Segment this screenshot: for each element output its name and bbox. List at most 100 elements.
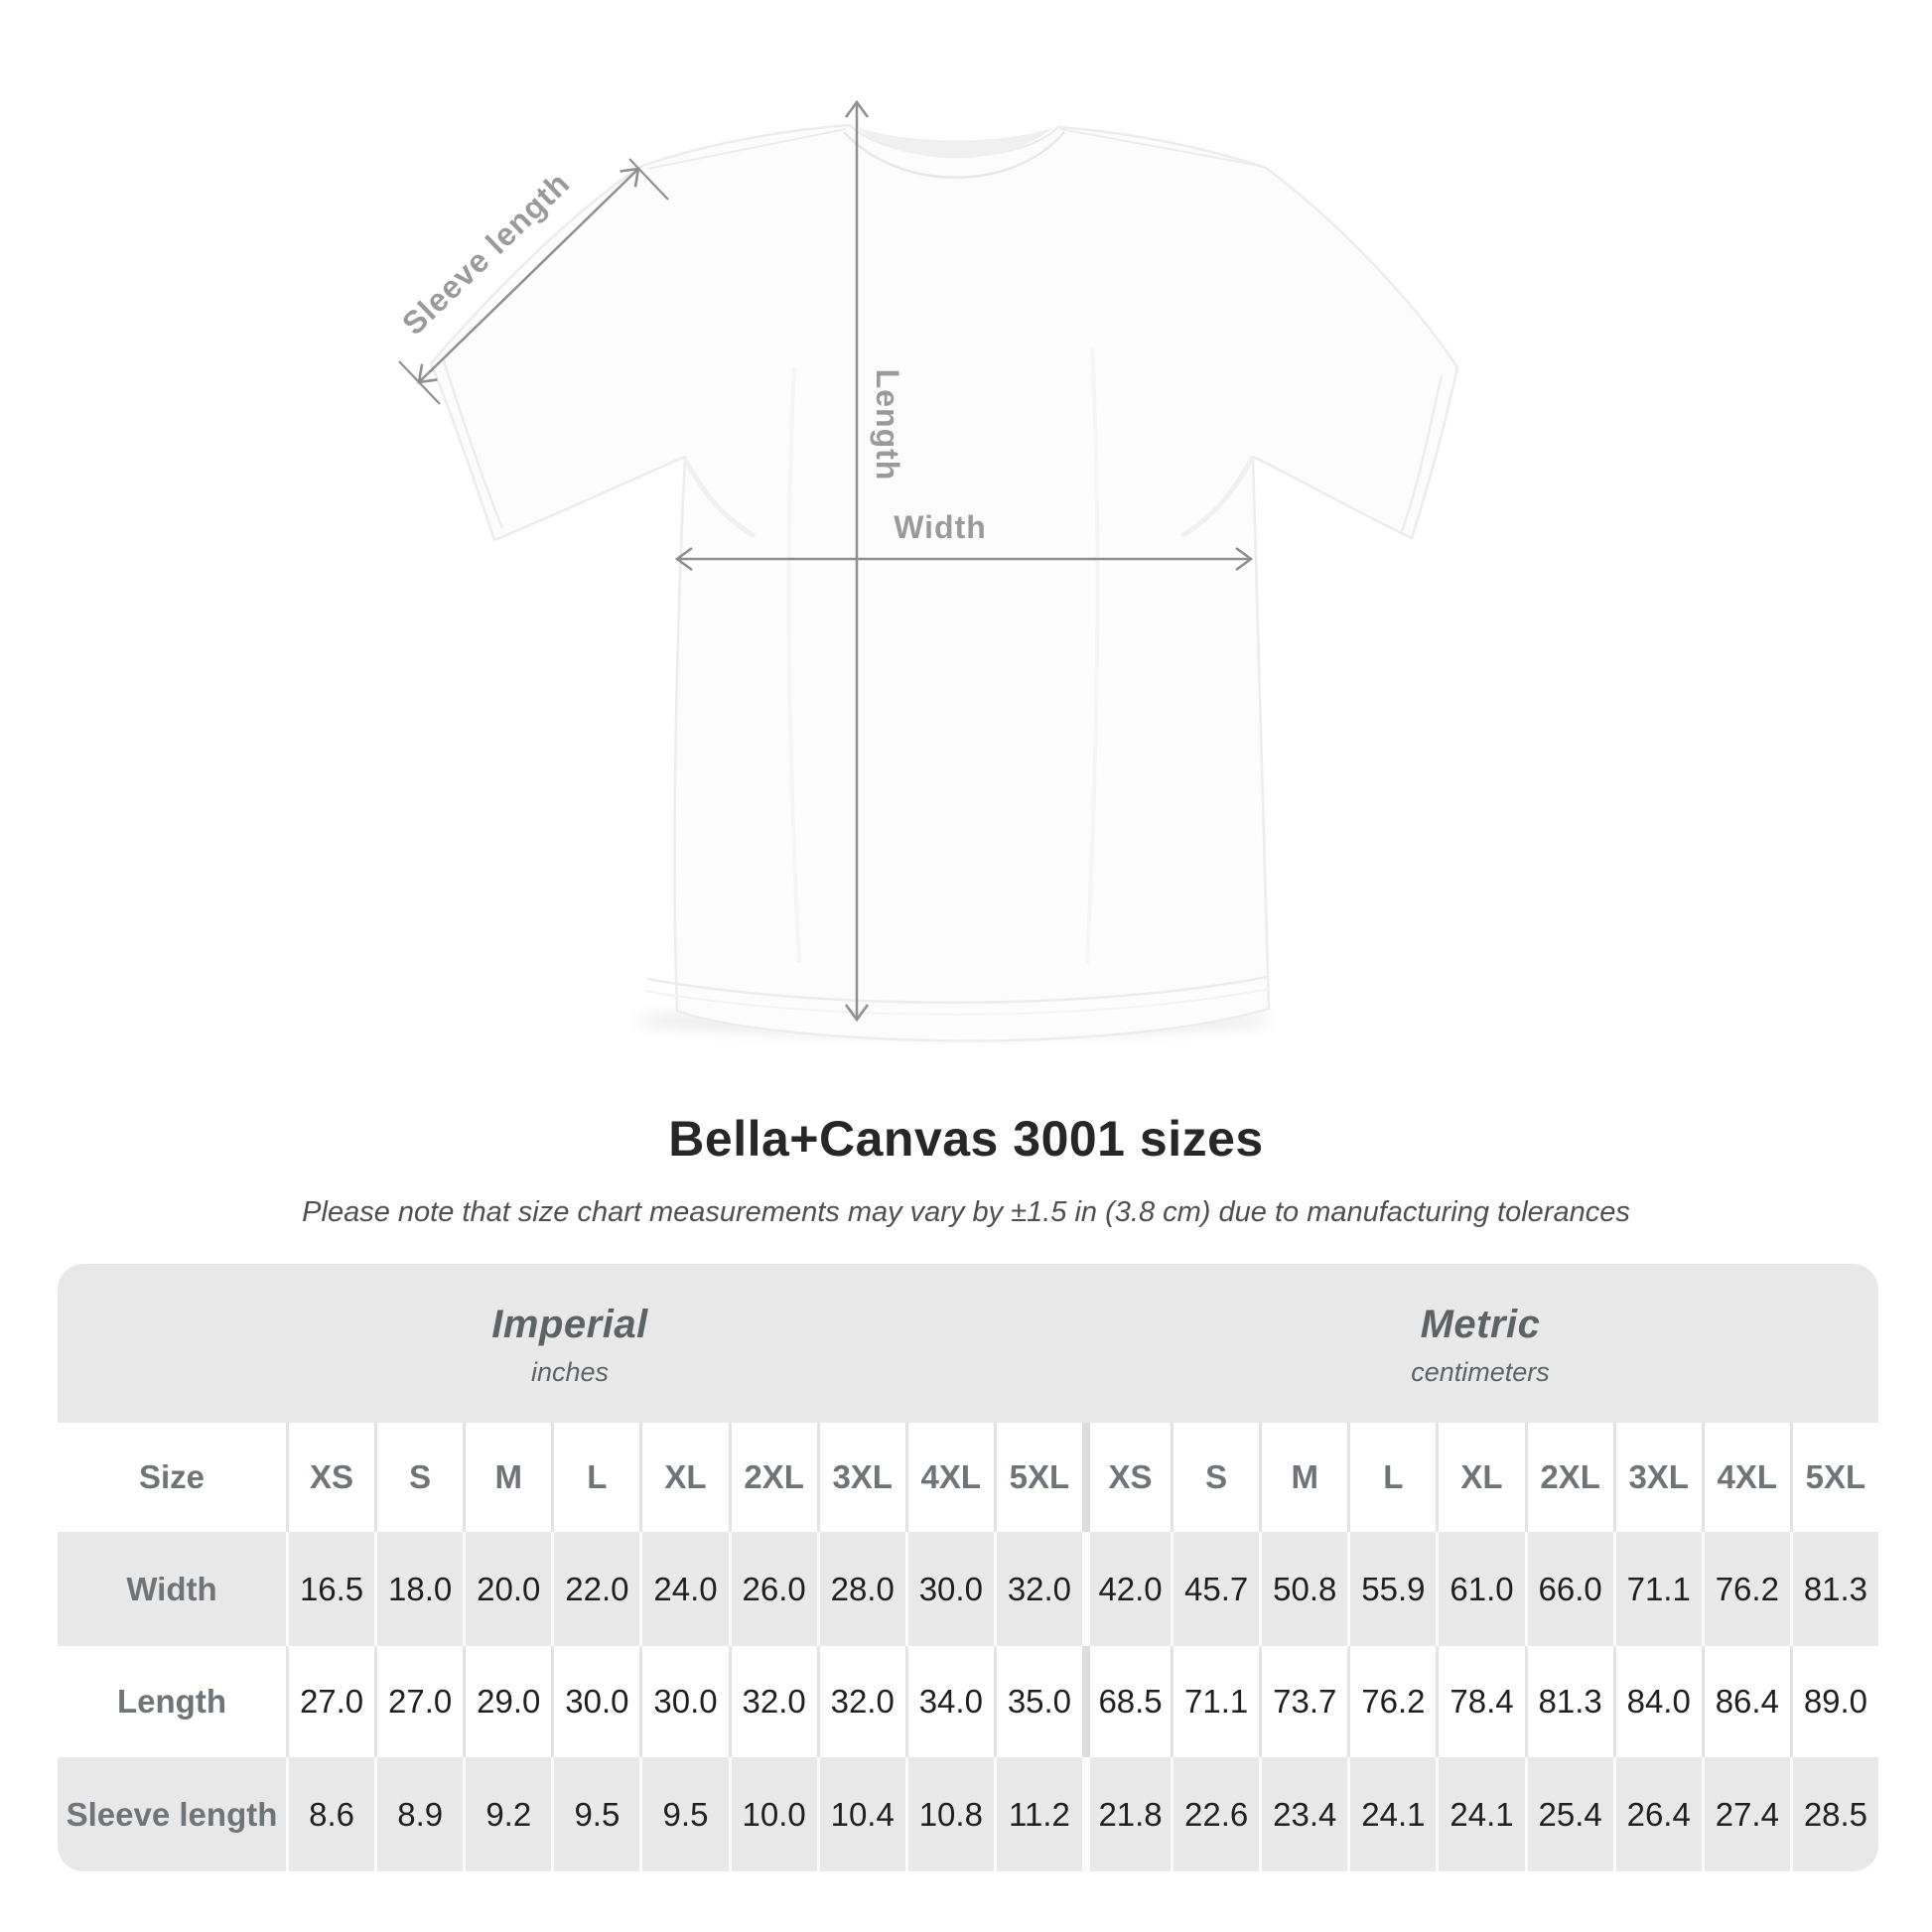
- length-label: Length: [870, 369, 905, 482]
- size-col-header: S: [1171, 1423, 1260, 1532]
- size-col-header: 3XL: [1612, 1423, 1702, 1532]
- size-col-header: XL: [1436, 1423, 1525, 1532]
- table-cell: 50.8: [1259, 1532, 1348, 1646]
- tolerance-note: Please note that size chart measurements…: [302, 1196, 1630, 1228]
- table-cell: 71.1: [1171, 1646, 1260, 1757]
- size-col-header: M: [1259, 1423, 1348, 1532]
- hem-seam: [646, 975, 1268, 1004]
- row-label: Sleeve length: [58, 1757, 286, 1871]
- table-cell: 22.0: [551, 1532, 640, 1646]
- table-cell: 34.0: [904, 1646, 994, 1757]
- table-cell: 10.4: [816, 1757, 905, 1871]
- table-cell: 35.0: [993, 1646, 1082, 1757]
- tshirt-illustration: [429, 123, 1459, 1042]
- collar-opening: [854, 126, 1054, 159]
- size-col-header: M: [463, 1423, 552, 1532]
- table-cell: 66.0: [1524, 1532, 1613, 1646]
- table-cell: 26.0: [728, 1532, 817, 1646]
- table-cell: 24.1: [1436, 1757, 1525, 1871]
- size-col-header: L: [551, 1423, 640, 1532]
- table-cell: 68.5: [1082, 1646, 1172, 1757]
- imperial-title: Imperial: [491, 1303, 648, 1346]
- shoulder-seams: [646, 128, 1262, 170]
- table-cell: 8.6: [286, 1757, 375, 1871]
- table-cell: 61.0: [1436, 1532, 1525, 1646]
- table-cell: 32.0: [728, 1646, 817, 1757]
- table-cell: 26.4: [1612, 1757, 1702, 1871]
- table-cell: 24.1: [1347, 1757, 1437, 1871]
- row-label: Width: [58, 1532, 286, 1646]
- table-cell: 30.0: [639, 1646, 729, 1757]
- sleeve-length-arrow: [417, 167, 640, 384]
- table-cell: 16.5: [286, 1532, 375, 1646]
- table-cell: 71.1: [1612, 1532, 1702, 1646]
- table-cell: 28.5: [1789, 1757, 1878, 1871]
- size-col-header: L: [1347, 1423, 1437, 1532]
- table-cell: 9.5: [639, 1757, 729, 1871]
- imperial-unit: inches: [530, 1357, 610, 1387]
- size-col-header: XS: [286, 1423, 375, 1532]
- row-label: Length: [58, 1646, 286, 1757]
- table-cell: 8.9: [374, 1757, 464, 1871]
- size-col-header: S: [374, 1423, 464, 1532]
- table-cell: 27.4: [1701, 1757, 1790, 1871]
- metric-title: Metric: [1420, 1303, 1541, 1346]
- table-cell: 32.0: [816, 1646, 905, 1757]
- table-cell: 81.3: [1524, 1646, 1613, 1757]
- size-col-header: 4XL: [904, 1423, 994, 1532]
- tshirt-diagram: Sleeve length Length Width: [397, 99, 1459, 1042]
- table-cell: 76.2: [1701, 1532, 1790, 1646]
- table-cell: 86.4: [1701, 1646, 1790, 1757]
- table-cell: 23.4: [1259, 1757, 1348, 1871]
- table-cell: 89.0: [1789, 1646, 1878, 1757]
- size-corner-label: Size: [58, 1423, 286, 1532]
- table-cell: 27.0: [286, 1646, 375, 1757]
- hem-seam-2: [644, 988, 1270, 1016]
- size-col-header: 4XL: [1701, 1423, 1790, 1532]
- table-cell: 21.8: [1082, 1757, 1172, 1871]
- imperial-section-header: Imperial inches: [58, 1264, 1082, 1423]
- table-cell: 11.2: [993, 1757, 1082, 1871]
- table-cell: 73.7: [1259, 1646, 1348, 1757]
- size-col-header: 2XL: [1524, 1423, 1613, 1532]
- wrinkles: [786, 346, 1100, 964]
- sleeve-arrow-tick-bottom: [398, 360, 441, 405]
- metric-section-header: Metric centimeters: [1082, 1264, 1878, 1423]
- table-cell: 84.0: [1612, 1646, 1702, 1757]
- table-cell: 45.7: [1171, 1532, 1260, 1646]
- size-col-header: 3XL: [816, 1423, 905, 1532]
- table-cell: 22.6: [1171, 1757, 1260, 1871]
- table-cell: 76.2: [1347, 1646, 1437, 1757]
- table-cell: 18.0: [374, 1532, 464, 1646]
- table-cell: 55.9: [1347, 1532, 1437, 1646]
- page-title: Bella+Canvas 3001 sizes: [668, 1111, 1264, 1167]
- table-cell: 30.0: [904, 1532, 994, 1646]
- table-cell: 81.3: [1789, 1532, 1878, 1646]
- table-cell: 24.0: [639, 1532, 729, 1646]
- table-cell: 25.4: [1524, 1757, 1613, 1871]
- size-col-header: 5XL: [1789, 1423, 1878, 1532]
- metric-unit: centimeters: [1411, 1357, 1550, 1387]
- size-table: Imperial inches Metric centimeters Size X…: [58, 1264, 1878, 1871]
- sleeve-arrow-tick-top: [628, 158, 669, 201]
- table-cell: 28.0: [816, 1532, 905, 1646]
- table-cell: 30.0: [551, 1646, 640, 1757]
- table-cell: 20.0: [463, 1532, 552, 1646]
- shirt-body: [429, 123, 1459, 1042]
- table-cell: 10.0: [728, 1757, 817, 1871]
- table-cell: 9.5: [551, 1757, 640, 1871]
- size-col-header: XL: [639, 1423, 729, 1532]
- table-cell: 27.0: [374, 1646, 464, 1757]
- table-cell: 78.4: [1436, 1646, 1525, 1757]
- table-cell: 10.8: [904, 1757, 994, 1871]
- table-cell: 42.0: [1082, 1532, 1172, 1646]
- table-cell: 9.2: [463, 1757, 552, 1871]
- size-col-header: XS: [1082, 1423, 1172, 1532]
- width-label: Width: [894, 509, 987, 545]
- underarm-shading: [682, 455, 1256, 539]
- right-cuff-seam: [1400, 374, 1444, 532]
- table-cell: 32.0: [993, 1532, 1082, 1646]
- size-col-header: 2XL: [728, 1423, 817, 1532]
- size-col-header: 5XL: [993, 1423, 1082, 1532]
